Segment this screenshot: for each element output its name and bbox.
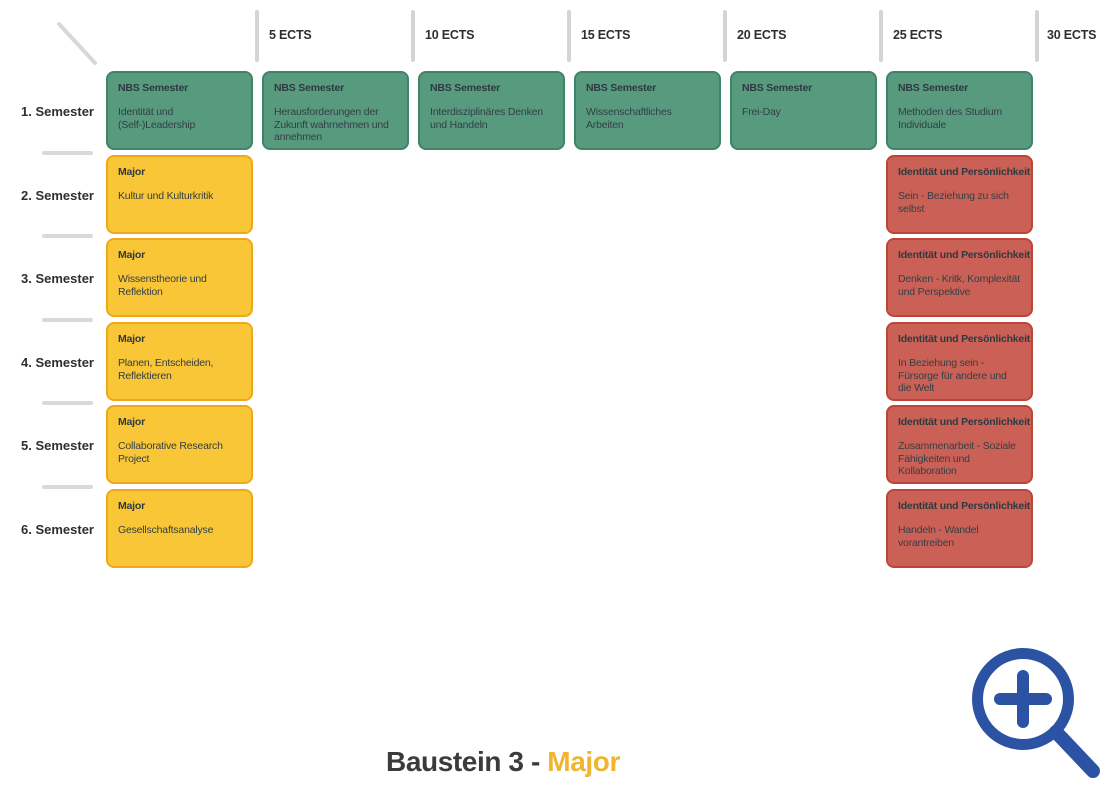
ects-header-20: 20 ECTS — [737, 28, 787, 42]
module-title: Identität und (Self-)Leadership — [118, 106, 196, 131]
module-card-identity-sem4: Identität und Persönlichkeit In Beziehun… — [886, 322, 1033, 401]
module-card-nbs-1: NBS Semester Identität und (Self-)Leader… — [106, 71, 253, 150]
module-title: Herausforderungen der Zukunft wahrnehmen… — [274, 106, 389, 143]
ects-header-10: 10 ECTS — [425, 28, 475, 42]
axis-diagonal-line — [57, 22, 97, 65]
module-title: Zusammenarbeit - Soziale Fähigkeiten und… — [898, 440, 1016, 477]
module-card-nbs-4: NBS Semester Wissenschaftliches Arbeiten — [574, 71, 721, 150]
diagram-title: Baustein 3 - Major — [386, 746, 620, 778]
semester-label-2: 2. Semester — [21, 188, 94, 203]
diagram-title-prefix: Baustein 3 - — [386, 746, 548, 777]
semester-label-4: 4. Semester — [21, 355, 94, 370]
module-category: Identität und Persönlichkeit — [898, 416, 1031, 428]
column-divider — [255, 10, 259, 62]
module-category: NBS Semester — [274, 82, 344, 94]
zoom-in-button[interactable] — [960, 640, 1108, 784]
module-title: Kultur und Kulturkritik — [118, 190, 214, 202]
module-card-major-sem2: Major Kultur und Kulturkritik — [106, 155, 253, 234]
column-divider — [723, 10, 727, 62]
module-title: Interdisziplinäres Denken und Handeln — [430, 106, 543, 131]
semester-label-5: 5. Semester — [21, 438, 94, 453]
module-card-major-sem3: Major Wissenstheorie und Reflektion — [106, 238, 253, 317]
module-category: Identität und Persönlichkeit — [898, 166, 1031, 178]
module-title: Wissenschaftliches Arbeiten — [586, 106, 672, 131]
module-category: Identität und Persönlichkeit — [898, 500, 1031, 512]
module-title: Wissenstheorie und Reflektion — [118, 273, 207, 298]
module-card-identity-sem3: Identität und Persönlichkeit Denken - Kr… — [886, 238, 1033, 317]
module-title: Frei-Day — [742, 106, 781, 118]
module-card-nbs-6: NBS Semester Methoden des Studium Indivi… — [886, 71, 1033, 150]
module-category: Major — [118, 333, 146, 345]
semester-label-6: 6. Semester — [21, 522, 94, 537]
column-divider — [1035, 10, 1039, 62]
module-category: NBS Semester — [118, 82, 188, 94]
module-category: NBS Semester — [586, 82, 656, 94]
ects-header-30: 30 ECTS — [1047, 28, 1097, 42]
diagram-title-highlight: Major — [547, 746, 620, 777]
semester-label-3: 3. Semester — [21, 271, 94, 286]
ects-header-25: 25 ECTS — [893, 28, 943, 42]
module-category: Major — [118, 166, 146, 178]
column-divider — [411, 10, 415, 62]
module-card-major-sem4: Major Planen, Entscheiden, Reflektieren — [106, 322, 253, 401]
module-category: NBS Semester — [898, 82, 968, 94]
module-title: Planen, Entscheiden, Reflektieren — [118, 357, 214, 382]
semester-label-1: 1. Semester — [21, 104, 94, 119]
module-title: In Beziehung sein - Fürsorge für andere … — [898, 357, 1007, 394]
module-category: Major — [118, 249, 146, 261]
module-card-major-sem6: Major Gesellschaftsanalyse — [106, 489, 253, 568]
ects-header-5: 5 ECTS — [269, 28, 312, 42]
module-card-nbs-5: NBS Semester Frei-Day — [730, 71, 877, 150]
module-title: Handeln - Wandel vorantreiben — [898, 524, 979, 549]
row-divider — [42, 401, 93, 405]
column-divider — [567, 10, 571, 62]
row-divider — [42, 151, 93, 155]
ects-header-15: 15 ECTS — [581, 28, 631, 42]
module-card-major-sem5: Major Collaborative Research Project — [106, 405, 253, 484]
module-card-identity-sem5: Identität und Persönlichkeit Zusammenarb… — [886, 405, 1033, 484]
module-category: Identität und Persönlichkeit — [898, 249, 1031, 261]
column-divider — [879, 10, 883, 62]
module-category: Major — [118, 500, 146, 512]
module-category: NBS Semester — [742, 82, 812, 94]
module-card-nbs-3: NBS Semester Interdisziplinäres Denken u… — [418, 71, 565, 150]
module-category: NBS Semester — [430, 82, 500, 94]
module-title: Denken - Kritk, Komplexität und Perspekt… — [898, 273, 1020, 298]
module-card-nbs-2: NBS Semester Herausforderungen der Zukun… — [262, 71, 409, 150]
module-title: Collaborative Research Project — [118, 440, 223, 465]
module-card-identity-sem2: Identität und Persönlichkeit Sein - Bezi… — [886, 155, 1033, 234]
module-category: Major — [118, 416, 146, 428]
module-title: Gesellschaftsanalyse — [118, 524, 214, 536]
row-divider — [42, 318, 93, 322]
module-category: Identität und Persönlichkeit — [898, 333, 1031, 345]
module-title: Sein - Beziehung zu sich selbst — [898, 190, 1009, 215]
row-divider — [42, 485, 93, 489]
module-title: Methoden des Studium Individuale — [898, 106, 1002, 131]
magnifier-plus-icon — [972, 648, 1100, 778]
module-card-identity-sem6: Identität und Persönlichkeit Handeln - W… — [886, 489, 1033, 568]
row-divider — [42, 234, 93, 238]
